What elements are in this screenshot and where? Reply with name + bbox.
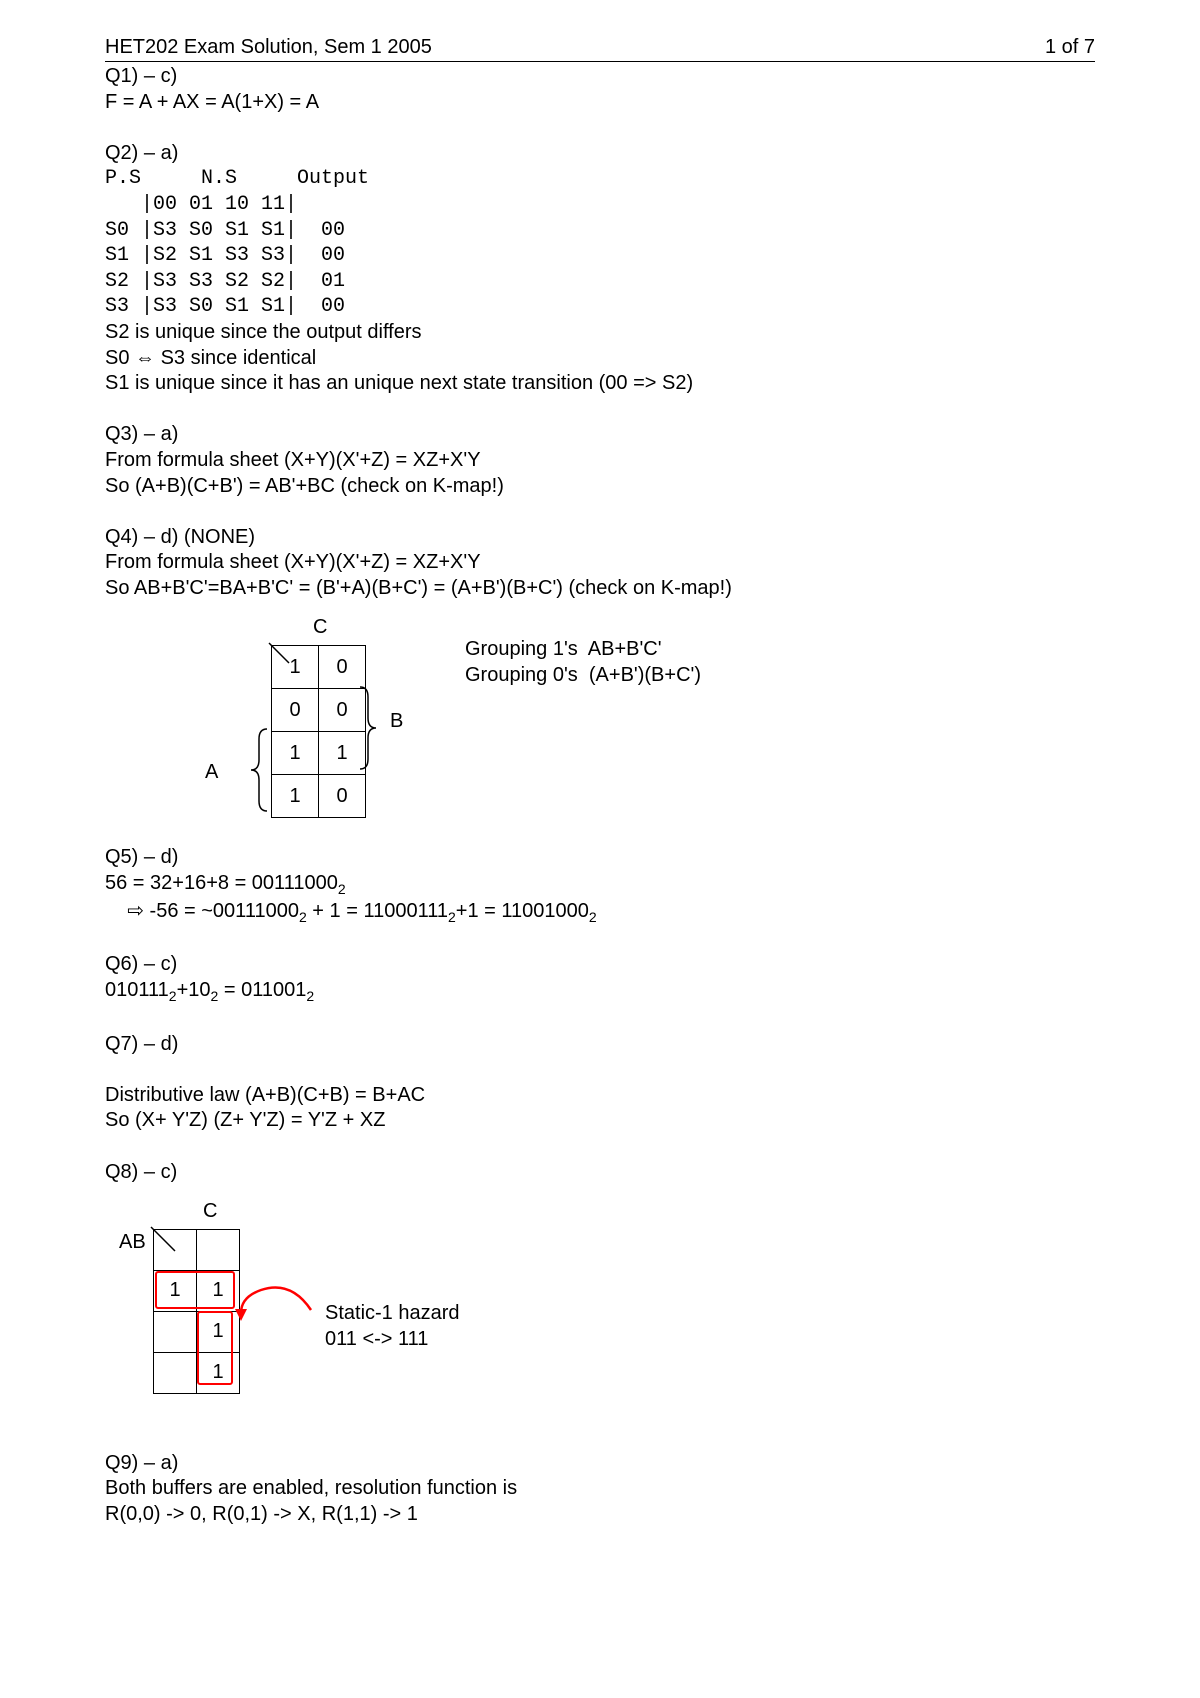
q6-l1b: +10 <box>177 979 211 1001</box>
page: HET202 Exam Solution, Sem 1 2005 1 of 7 … <box>0 0 1200 1698</box>
kmap-cell <box>154 1353 197 1394</box>
q2-r0: S0 |S3 S0 S1 S1| 00 <box>105 218 1095 244</box>
q3-l1: From formula sheet (X+Y)(X'+Z) = XZ+X'Y <box>105 448 1095 474</box>
q6-heading: Q6) – c) <box>105 952 1095 978</box>
subscript: 2 <box>448 909 456 925</box>
q4-kmap: C A B 1 0 0 0 1 1 1 0 <box>175 615 775 825</box>
q2-l2a: S0 <box>105 347 135 369</box>
q2-cols: |00 01 10 11| <box>105 192 1095 218</box>
kmap-cell: 1 <box>272 732 319 775</box>
q8-heading: Q8) – c) <box>105 1160 1095 1186</box>
q5-heading: Q5) – d) <box>105 845 1095 871</box>
q7-l1: Distributive law (A+B)(C+B) = B+AC <box>105 1083 1095 1109</box>
q4-heading: Q4) – d) (NONE) <box>105 525 1095 551</box>
q2-r2: S2 |S3 S3 S2 S2| 01 <box>105 269 1095 295</box>
kmap-cell: 0 <box>319 689 366 732</box>
header-title: HET202 Exam Solution, Sem 1 2005 <box>105 36 432 59</box>
q6-l1c: = 011001 <box>218 979 306 1001</box>
q8-kmap: C AB 1 1 1 1 <box>105 1195 705 1425</box>
table-row: 1 1 <box>272 732 366 775</box>
kmap-label-c: C <box>313 615 327 641</box>
subscript: 2 <box>299 909 307 925</box>
kmap-label-b: B <box>390 709 403 735</box>
hazard-line1: Static-1 hazard <box>325 1302 460 1324</box>
kmap-cell <box>154 1312 197 1353</box>
kmap-label-a: A <box>205 760 218 786</box>
q9-heading: Q9) – a) <box>105 1451 1095 1477</box>
table-row: 0 0 <box>272 689 366 732</box>
table-row: 1 0 <box>272 775 366 818</box>
q2-table-hdr: P.S N.S Output <box>105 166 1095 192</box>
header-page: 1 of 7 <box>1045 36 1095 59</box>
q5-l2c: +1 = 11001000 <box>456 900 589 922</box>
kmap-label-ab: AB <box>119 1230 146 1256</box>
q5-l2: ⇨ -56 = ~001110002 + 1 = 110001112+1 = 1… <box>105 899 1095 927</box>
q7-heading: Q7) – d) <box>105 1032 1095 1058</box>
brace-left-icon <box>227 729 267 811</box>
right-arrow-icon: ⇨ <box>127 900 144 922</box>
q4-l2: So AB+B'C'=BA+B'C' = (B'+A)(B+C') = (A+B… <box>105 576 1095 602</box>
q2-l3: S1 is unique since it has an unique next… <box>105 371 1095 397</box>
hazard-group-right <box>197 1311 233 1385</box>
content: Q1) – c) F = A + AX = A(1+X) = A Q2) – a… <box>105 64 1095 1528</box>
kmap-table: 1 0 0 0 1 1 1 0 <box>271 645 366 818</box>
hazard-group-top <box>155 1271 235 1309</box>
kmap-cell: 0 <box>319 646 366 689</box>
subscript: 2 <box>338 881 346 897</box>
q1-heading: Q1) – c) <box>105 64 1095 90</box>
table-row <box>154 1230 240 1271</box>
q5-l1a: 56 = 32+16+8 = 00111000 <box>105 872 338 894</box>
hazard-arrow-icon <box>231 1275 331 1355</box>
kmap-cell: 0 <box>272 689 319 732</box>
kmap-grouping-text: Grouping 1's AB+B'C' Grouping 0's (A+B')… <box>465 637 701 688</box>
hazard-text: Static-1 hazard 011 <-> 111 <box>325 1301 460 1352</box>
q2-r1: S1 |S2 S1 S3 S3| 00 <box>105 243 1095 269</box>
kmap-cell: 0 <box>319 775 366 818</box>
q2-heading: Q2) – a) <box>105 141 1095 167</box>
q3-heading: Q3) – a) <box>105 422 1095 448</box>
kmap-cell: 1 <box>272 646 319 689</box>
grouping-1: Grouping 1's AB+B'C' <box>465 638 662 660</box>
q1-line1: F = A + AX = A(1+X) = A <box>105 90 1095 116</box>
q5-l1: 56 = 32+16+8 = 001110002 <box>105 871 1095 899</box>
double-arrow-icon: ⇔ <box>135 347 155 369</box>
subscript: 2 <box>306 988 314 1004</box>
kmap-cell: 1 <box>319 732 366 775</box>
q5-l2a: -56 = ~00111000 <box>144 900 299 922</box>
q2-l2b: S3 since identical <box>155 347 316 369</box>
kmap-cell <box>197 1230 240 1271</box>
q2-l1: S2 is unique since the output differs <box>105 320 1095 346</box>
q2-l2: S0 ⇔ S3 since identical <box>105 346 1095 372</box>
kmap-cell: 1 <box>272 775 319 818</box>
subscript: 2 <box>589 909 597 925</box>
q6-l1a: 010111 <box>105 979 169 1001</box>
q9-l2: R(0,0) -> 0, R(0,1) -> X, R(1,1) -> 1 <box>105 1502 1095 1528</box>
q5-l2b: + 1 = 11000111 <box>307 900 448 922</box>
q7-l2: So (X+ Y'Z) (Z+ Y'Z) = Y'Z + XZ <box>105 1108 1095 1134</box>
grouping-0: Grouping 0's (A+B')(B+C') <box>465 664 701 686</box>
hazard-line2: 011 <-> 111 <box>325 1328 428 1350</box>
brace-right-icon <box>360 687 386 769</box>
q9-l1: Both buffers are enabled, resolution fun… <box>105 1476 1095 1502</box>
q6-l1: 0101112+102 = 0110012 <box>105 978 1095 1006</box>
kmap-cell <box>154 1230 197 1271</box>
header: HET202 Exam Solution, Sem 1 2005 1 of 7 <box>105 36 1095 62</box>
table-row: 1 0 <box>272 646 366 689</box>
q4-l1: From formula sheet (X+Y)(X'+Z) = XZ+X'Y <box>105 550 1095 576</box>
q3-l2: So (A+B)(C+B') = AB'+BC (check on K-map!… <box>105 474 1095 500</box>
q2-r3: S3 |S3 S0 S1 S1| 00 <box>105 294 1095 320</box>
kmap-label-c: C <box>203 1199 217 1225</box>
subscript: 2 <box>169 988 177 1004</box>
